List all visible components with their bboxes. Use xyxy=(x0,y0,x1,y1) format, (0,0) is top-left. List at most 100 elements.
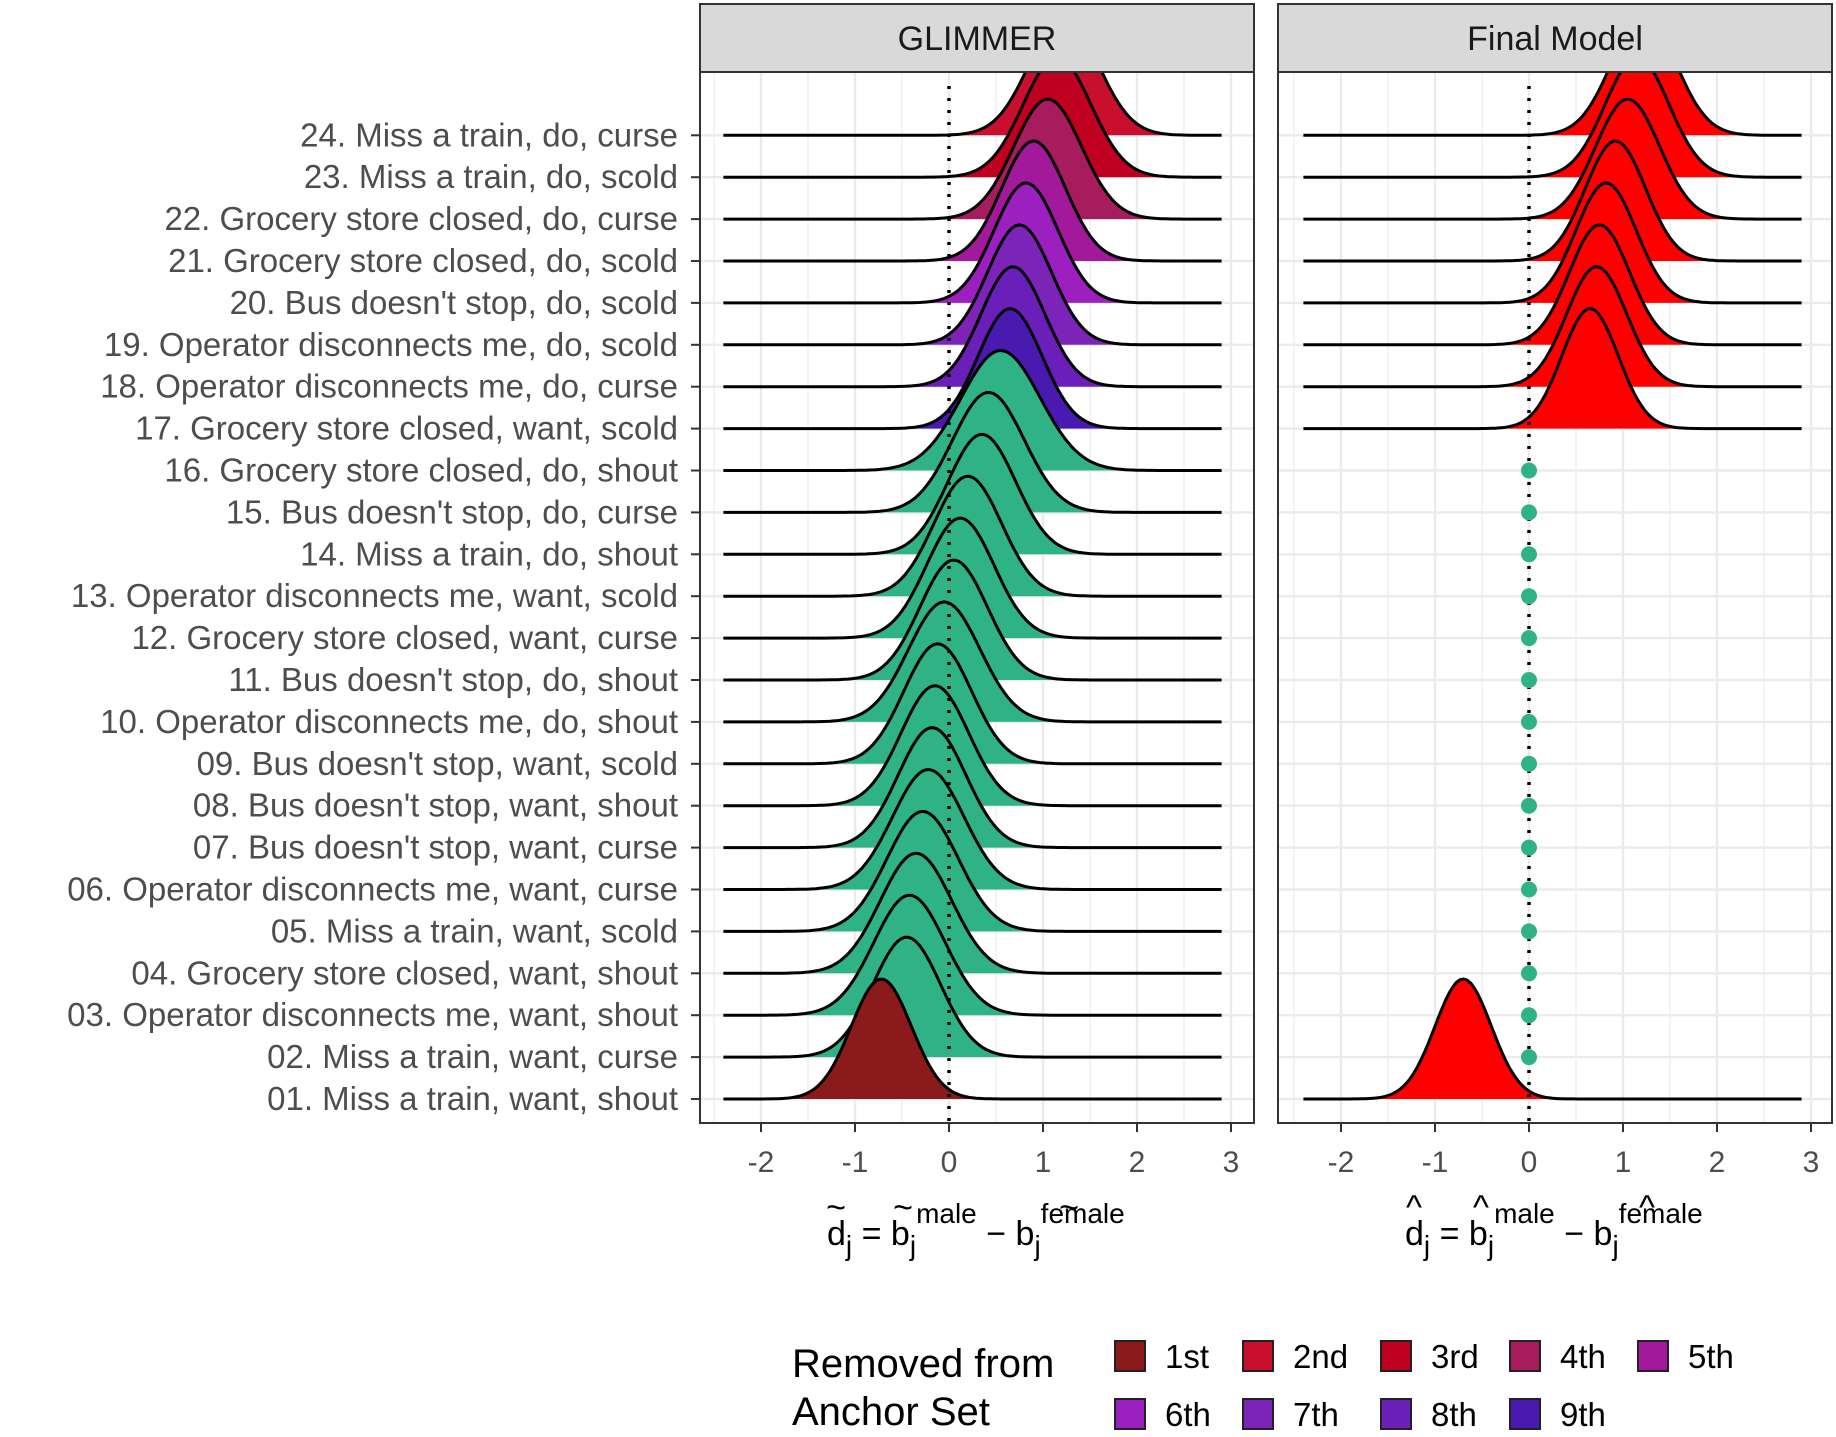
panel-plot-area-0 xyxy=(700,72,1254,1123)
x-tick-label-0-0: -2 xyxy=(748,1146,775,1179)
density-line-item-14 xyxy=(723,432,1222,556)
anchor-point-item-3 xyxy=(1521,1007,1537,1024)
x-axis-title-1: dj = bjmale − bjfemale xyxy=(1405,1198,1703,1261)
legend-label-5th: 5th xyxy=(1688,1338,1734,1375)
density-line-item-20 xyxy=(1303,181,1802,305)
x-label-accent-1: ~ xyxy=(893,1189,913,1227)
legend-key-5th xyxy=(1637,1340,1669,1372)
density-line-item-22 xyxy=(1303,97,1802,221)
x-tick-label-1-0: -2 xyxy=(1328,1146,1355,1179)
panel-border-0 xyxy=(699,71,1255,1124)
density-line-item-1 xyxy=(1303,977,1802,1101)
density-fill-item-20 xyxy=(723,182,1222,303)
legend-label-4th: 4th xyxy=(1560,1338,1606,1375)
panel-strip-0 xyxy=(699,3,1255,73)
density-line-item-4 xyxy=(723,851,1222,975)
density-fill-item-22 xyxy=(723,99,1222,220)
anchor-point-item-11 xyxy=(1521,672,1537,688)
anchor-point-item-8 xyxy=(1521,797,1537,814)
panel-plot-area-1 xyxy=(1278,72,1832,1123)
y-tick-label-4: 04. Grocery store closed, want, shout xyxy=(131,954,678,991)
legend-key-4th xyxy=(1509,1340,1541,1372)
x-tick-label-1-5: 3 xyxy=(1803,1146,1820,1179)
x-label-b1-sub: j xyxy=(909,1230,916,1261)
y-tick-label-11: 11. Bus doesn't stop, do, shout xyxy=(228,661,678,698)
x-axis-title-0: dj = bjmale − bjfemale xyxy=(827,1198,1125,1261)
legend-label-1st: 1st xyxy=(1165,1338,1209,1375)
legend-key-1st xyxy=(1114,1340,1146,1372)
x-label-b2: b xyxy=(1594,1215,1613,1253)
density-line-item-5 xyxy=(723,809,1222,933)
anchor-point-item-2 xyxy=(1521,1049,1537,1066)
x-tick-label-1-3: 1 xyxy=(1615,1146,1632,1179)
density-fill-item-11 xyxy=(723,560,1222,680)
density-line-item-18 xyxy=(723,265,1222,389)
anchor-point-item-4 xyxy=(1521,965,1537,982)
y-tick-label-8: 08. Bus doesn't stop, want, shout xyxy=(193,787,678,824)
density-line-item-21 xyxy=(1303,139,1802,263)
density-fill-item-22 xyxy=(1303,99,1802,220)
density-fill-item-1 xyxy=(723,979,1222,1099)
density-fill-item-6 xyxy=(723,769,1222,890)
x-label-accent-2: ^ xyxy=(1639,1189,1655,1227)
x-label-b2-sub: j xyxy=(1611,1230,1618,1261)
y-tick-label-21: 21. Grocery store closed, do, scold xyxy=(168,242,678,279)
density-fill-item-5 xyxy=(723,811,1222,932)
density-line-item-7 xyxy=(723,726,1222,850)
y-tick-label-14: 14. Miss a train, do, shout xyxy=(300,535,678,572)
legend-key-7th xyxy=(1242,1398,1274,1430)
density-line-item-18 xyxy=(1303,265,1802,389)
x-label-equals: = xyxy=(1430,1215,1469,1253)
density-line-item-17 xyxy=(723,307,1222,431)
x-label-b1-sup: male xyxy=(1494,1198,1555,1229)
legend-label-7th: 7th xyxy=(1293,1396,1339,1432)
density-line-item-17 xyxy=(1303,307,1802,431)
x-label-d: d xyxy=(1405,1215,1424,1253)
x-tick-label-0-1: -1 xyxy=(842,1146,869,1179)
density-fill-item-19 xyxy=(1303,224,1802,345)
anchor-point-item-10 xyxy=(1521,713,1537,730)
x-label-b1: b xyxy=(891,1215,910,1253)
density-line-item-1 xyxy=(723,977,1222,1101)
y-tick-label-6: 06. Operator disconnects me, want, curse xyxy=(67,871,678,908)
y-tick-label-16: 16. Grocery store closed, do, shout xyxy=(164,452,678,489)
density-line-item-11 xyxy=(723,558,1222,682)
x-label-b2-sub: j xyxy=(1033,1230,1040,1261)
legend-key-8th xyxy=(1380,1398,1412,1430)
x-label-d: d xyxy=(827,1215,846,1253)
legend-key-2nd xyxy=(1242,1340,1274,1372)
x-tick-label-0-5: 3 xyxy=(1223,1146,1240,1179)
x-label-d-sub: j xyxy=(845,1230,852,1261)
y-tick-label-9: 09. Bus doesn't stop, want, scold xyxy=(197,745,678,782)
x-label-accent-0: ^ xyxy=(1406,1189,1422,1227)
density-fill-item-1 xyxy=(1303,979,1802,1099)
legend-key-6th xyxy=(1114,1398,1146,1430)
legend-label-2nd: 2nd xyxy=(1293,1338,1348,1375)
anchor-point-item-14 xyxy=(1521,546,1537,563)
density-line-item-21 xyxy=(723,139,1222,263)
x-label-b2-sup: female xyxy=(1041,1198,1125,1229)
panel-title-1: Final Model xyxy=(1467,20,1643,58)
anchor-point-item-9 xyxy=(1521,755,1537,772)
y-tick-label-5: 05. Miss a train, want, scold xyxy=(271,912,678,949)
x-tick-label-0-2: 0 xyxy=(941,1146,958,1179)
x-tick-label-0-4: 2 xyxy=(1129,1146,1146,1179)
density-line-item-19 xyxy=(723,223,1222,347)
y-tick-label-15: 15. Bus doesn't stop, do, curse xyxy=(226,493,678,530)
x-label-b2: b xyxy=(1016,1215,1035,1253)
legend-key-3rd xyxy=(1380,1340,1412,1372)
y-tick-label-22: 22. Grocery store closed, do, curse xyxy=(164,200,678,237)
y-tick-label-23: 23. Miss a train, do, scold xyxy=(304,158,678,195)
anchor-point-item-16 xyxy=(1521,462,1537,479)
x-label-minus: − xyxy=(977,1215,1016,1253)
legend-key-9th xyxy=(1509,1398,1541,1430)
anchor-point-item-5 xyxy=(1521,923,1537,940)
density-fill-item-17 xyxy=(1303,308,1802,429)
density-fill-item-8 xyxy=(723,685,1222,806)
density-line-item-6 xyxy=(723,768,1222,891)
y-tick-label-1: 01. Miss a train, want, shout xyxy=(267,1080,678,1117)
density-fill-item-23 xyxy=(1303,72,1802,178)
density-line-item-15 xyxy=(723,390,1222,514)
anchor-point-item-7 xyxy=(1521,839,1537,856)
legend-label-9th: 9th xyxy=(1560,1396,1606,1432)
